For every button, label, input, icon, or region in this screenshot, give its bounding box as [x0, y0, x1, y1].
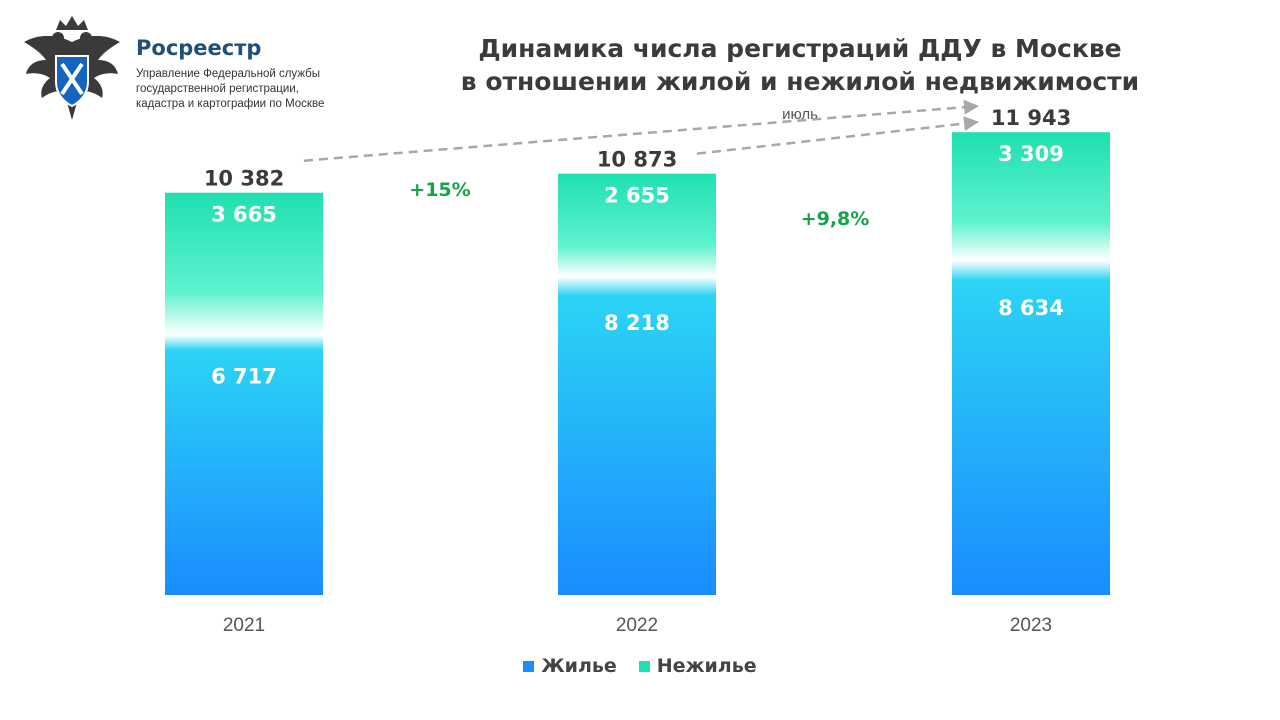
legend-swatch-residential [523, 660, 535, 672]
x-tick-label-2021: 2021 [223, 615, 265, 636]
rosreestr-logo: Росреестр Управление Федеральной службы … [20, 12, 360, 127]
data-label-residential-2022: 8 218 [604, 311, 670, 335]
bar-nonresidential-2021 [165, 192, 323, 335]
bar-nonresidential-2022 [558, 173, 716, 277]
total-label-2023: 11 943 [991, 106, 1071, 130]
legend-swatch-nonresidential [638, 660, 650, 672]
double-headed-eagle-icon [24, 16, 120, 120]
legend-label-residential: Жилье [541, 655, 617, 677]
brand-subtitle-line: Управление Федеральной службы [136, 68, 320, 80]
data-label-nonresidential-2022: 2 655 [604, 184, 670, 208]
bar-nonresidential-2023 [952, 132, 1110, 261]
data-label-nonresidential-2021: 3 665 [211, 203, 277, 227]
data-label-nonresidential-2023: 3 309 [998, 142, 1064, 166]
chart-title: Динамика числа регистраций ДДУ в Москве … [420, 32, 1180, 98]
growth-arrow-2022-2023 [696, 116, 979, 155]
bar-residential-2021 [165, 334, 323, 595]
bar-residential-2023 [952, 260, 1110, 595]
brand-subtitle: Управление Федеральной службы государств… [136, 67, 356, 112]
total-label-2021: 10 382 [204, 167, 284, 191]
chart-legend: Жилье Нежилье [0, 655, 1280, 677]
x-tick-label-2023: 2023 [1010, 615, 1052, 636]
brand-subtitle-line: государственной регистрации, [136, 83, 299, 95]
legend-label-nonresidential: Нежилье [656, 655, 757, 677]
legend-item-residential: Жилье [523, 655, 617, 677]
chart-subtitle: июль [782, 106, 818, 123]
brand-subtitle-line: кадастра и картографии по Москве [136, 98, 325, 110]
x-tick-label-2022: 2022 [616, 615, 658, 636]
growth-label-2021-2023: +15% [409, 179, 470, 201]
bar-residential-2022 [558, 276, 716, 595]
legend-item-nonresidential: Нежилье [638, 655, 757, 677]
growth-label-2022-2023: +9,8% [801, 208, 870, 230]
chart-title-line: в отношении жилой и нежилой недвижимости [460, 67, 1140, 96]
data-label-residential-2021: 6 717 [211, 365, 277, 389]
total-label-2022: 10 873 [597, 148, 677, 172]
brand-name: Росреестр [136, 36, 262, 60]
growth-arrow-2021-2023 [303, 99, 979, 162]
data-label-residential-2023: 8 634 [998, 296, 1064, 320]
chart-title-line: Динамика числа регистраций ДДУ в Москве [478, 34, 1122, 63]
